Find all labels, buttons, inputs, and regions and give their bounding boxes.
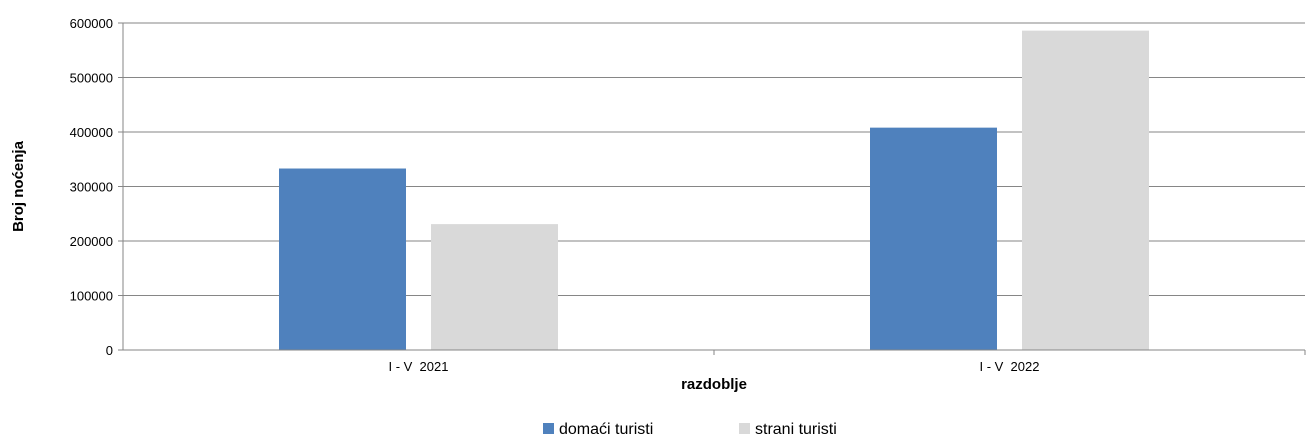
y-tick-label: 400000 xyxy=(70,125,113,140)
y-tick-label: 0 xyxy=(106,343,113,358)
legend-label: domaći turisti xyxy=(559,421,653,437)
y-axis-ticks: 0 100000 200000 300000 400000 500000 600000 xyxy=(70,16,123,358)
x-tick-label: I - V 2022 xyxy=(980,359,1040,374)
bar-domestic xyxy=(870,127,997,350)
legend-swatch xyxy=(739,423,750,434)
y-tick-label: 300000 xyxy=(70,180,113,195)
x-axis-title: razdoblje xyxy=(681,376,747,393)
x-tick-label: I - V 2021 xyxy=(389,359,449,374)
bars xyxy=(279,30,1149,350)
legend-swatch xyxy=(543,423,554,434)
bar-foreign xyxy=(431,224,558,350)
y-tick-label: 200000 xyxy=(70,234,113,249)
legend: domaći turisti strani turisti xyxy=(543,421,837,437)
y-tick-label: 100000 xyxy=(70,289,113,304)
bar-foreign xyxy=(1022,30,1149,350)
y-axis-title: Broj noćenja xyxy=(10,140,27,232)
bar-domestic xyxy=(279,168,406,350)
y-tick-label: 500000 xyxy=(70,71,113,86)
legend-label: strani turisti xyxy=(755,421,837,437)
x-axis-ticks: I - V 2021 I - V 2022 xyxy=(389,350,1306,374)
y-tick-label: 600000 xyxy=(70,16,113,31)
